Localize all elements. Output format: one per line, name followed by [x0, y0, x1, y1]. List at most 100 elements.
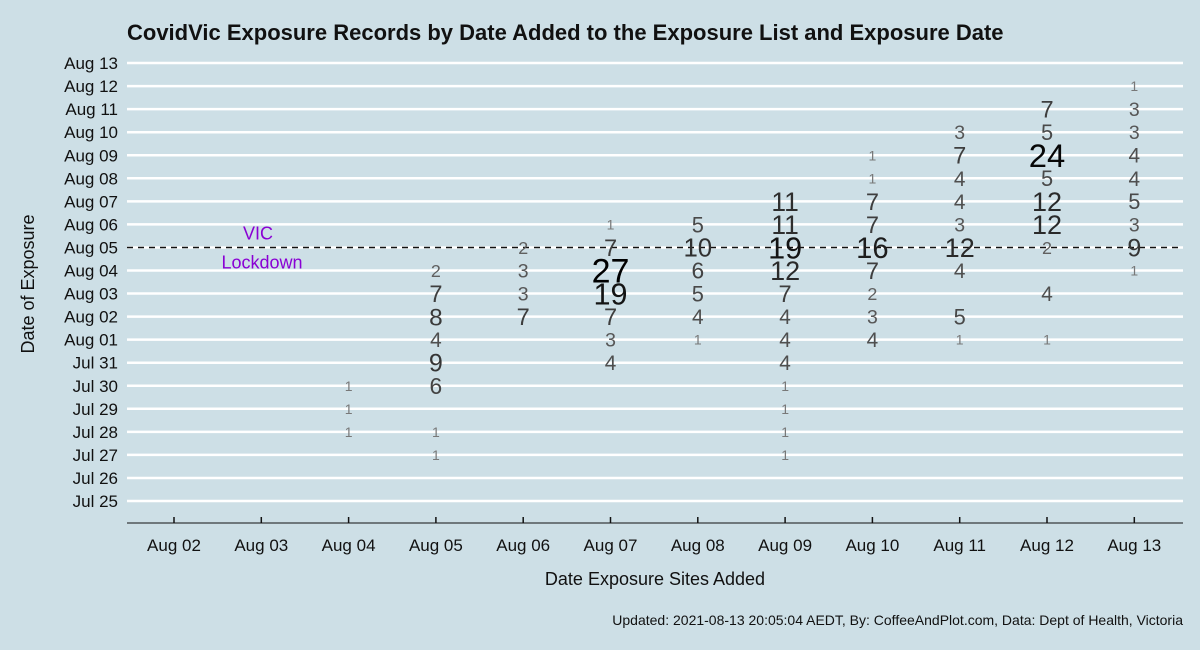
count-label: 7: [429, 282, 442, 308]
y-tick-label: Aug 12: [64, 77, 118, 96]
count-label: 1: [869, 170, 877, 186]
x-tick-label: Aug 08: [671, 536, 725, 555]
x-tick-label: Aug 09: [758, 536, 812, 555]
count-label: 4: [1129, 145, 1141, 168]
count-label: 5: [692, 212, 704, 237]
count-label: 7: [1040, 98, 1053, 124]
count-label: 4: [954, 260, 966, 283]
count-label: 12: [1032, 210, 1062, 240]
y-tick-label: Jul 25: [73, 492, 118, 511]
count-label: 7: [953, 144, 966, 170]
y-tick-label: Aug 01: [64, 331, 118, 350]
count-label: 12: [1032, 187, 1062, 217]
count-label: 5: [1041, 120, 1053, 145]
count-label: 8: [429, 304, 443, 331]
x-tick-label: Aug 10: [845, 536, 899, 555]
y-tick-label: Aug 03: [64, 285, 118, 304]
count-label: 3: [867, 307, 878, 329]
count-label: 6: [430, 373, 443, 399]
y-tick-label: Jul 27: [73, 446, 118, 465]
x-tick-label: Aug 06: [496, 536, 550, 555]
count-label: 12: [945, 233, 975, 263]
y-tick-label: Aug 05: [64, 238, 118, 257]
count-label: 4: [954, 168, 966, 191]
count-label: 6: [691, 258, 704, 284]
count-label: 3: [518, 284, 529, 306]
count-label: 9: [1127, 234, 1141, 262]
x-tick-label: Aug 07: [584, 536, 638, 555]
count-label: 11: [771, 210, 798, 240]
count-label: 3: [518, 261, 529, 283]
count-label: 12: [770, 256, 800, 286]
y-tick-label: Aug 10: [64, 123, 118, 142]
count-label: 1: [781, 378, 789, 394]
y-tick-labels: Jul 25 Jul 26 Jul 27 Jul 28 Jul 29 Jul 30 Jul …: [64, 54, 118, 511]
y-tick-label: Jul 28: [73, 423, 118, 442]
count-label: 5: [1041, 166, 1053, 191]
y-tick-label: Aug 02: [64, 308, 118, 327]
y-tick-label: Aug 13: [64, 54, 118, 73]
y-tick-label: Jul 31: [73, 354, 118, 373]
count-label: 4: [779, 306, 791, 329]
count-label: 1: [345, 401, 353, 417]
count-label: 3: [1129, 99, 1140, 121]
count-label: 1: [607, 216, 615, 232]
count-label: 2: [431, 261, 441, 281]
count-label: 19: [768, 231, 802, 265]
gridlines: [127, 61, 1183, 503]
count-label: 1: [345, 424, 353, 440]
count-label: 2: [1042, 238, 1052, 258]
count-label: 4: [1041, 283, 1053, 306]
count-label: 5: [692, 281, 704, 306]
count-label: 4: [954, 191, 966, 214]
count-label: 1: [1043, 332, 1051, 348]
count-label: 1: [781, 424, 789, 440]
caption: Updated: 2021-08-13 20:05:04 AEDT, By: C…: [612, 612, 1183, 628]
y-tick-label: Jul 30: [73, 377, 118, 396]
count-label: 4: [1129, 168, 1141, 191]
y-tick-label: Aug 08: [64, 169, 118, 188]
count-label: 7: [866, 190, 879, 216]
count-label: 7: [517, 305, 530, 331]
count-label: 7: [604, 236, 617, 262]
x-tick-label: Aug 03: [234, 536, 288, 555]
x-tick-label: Aug 04: [322, 536, 376, 555]
count-label: 3: [954, 122, 965, 144]
count-labels: 1111169487273324371927711456105111144471…: [345, 78, 1142, 463]
count-label: 5: [954, 304, 966, 329]
count-label: 4: [779, 352, 791, 375]
count-label: 9: [429, 350, 443, 378]
x-tick-label: Aug 02: [147, 536, 201, 555]
count-label: 3: [1129, 214, 1140, 236]
count-label: 7: [779, 282, 792, 308]
y-tick-label: Aug 04: [64, 262, 118, 281]
lockdown-annotation: VIC Lockdown: [221, 223, 302, 272]
y-tick-label: Aug 06: [64, 215, 118, 234]
count-label: 1: [1130, 263, 1138, 279]
count-label: 7: [604, 305, 617, 331]
count-label: 19: [593, 278, 627, 312]
count-label: 4: [779, 329, 791, 352]
count-label: 1: [781, 447, 789, 463]
count-label: 1: [1130, 78, 1138, 94]
count-label: 7: [866, 259, 879, 285]
x-tick-label: Aug 12: [1020, 536, 1074, 555]
x-axis-label: Date Exposure Sites Added: [545, 569, 765, 589]
count-label: 27: [592, 253, 630, 291]
count-label: 4: [867, 329, 879, 352]
count-label: 3: [954, 214, 965, 236]
y-tick-label: Jul 29: [73, 400, 118, 419]
x-tick-label: Aug 13: [1107, 536, 1161, 555]
count-label: 4: [430, 329, 442, 352]
count-label: 4: [692, 306, 704, 329]
count-label: 1: [694, 332, 702, 348]
annotation-line-1: VIC: [243, 223, 273, 243]
chart-title: CovidVic Exposure Records by Date Added …: [127, 20, 1004, 45]
y-tick-label: Aug 07: [64, 192, 118, 211]
count-label: 1: [781, 401, 789, 417]
x-tick-labels: Aug 02 Aug 03 Aug 04 Aug 05 Aug 06 Aug 07 Aug …: [147, 517, 1161, 555]
count-label: 1: [869, 147, 877, 163]
y-tick-label: Aug 09: [64, 146, 118, 165]
count-label: 3: [605, 330, 616, 352]
